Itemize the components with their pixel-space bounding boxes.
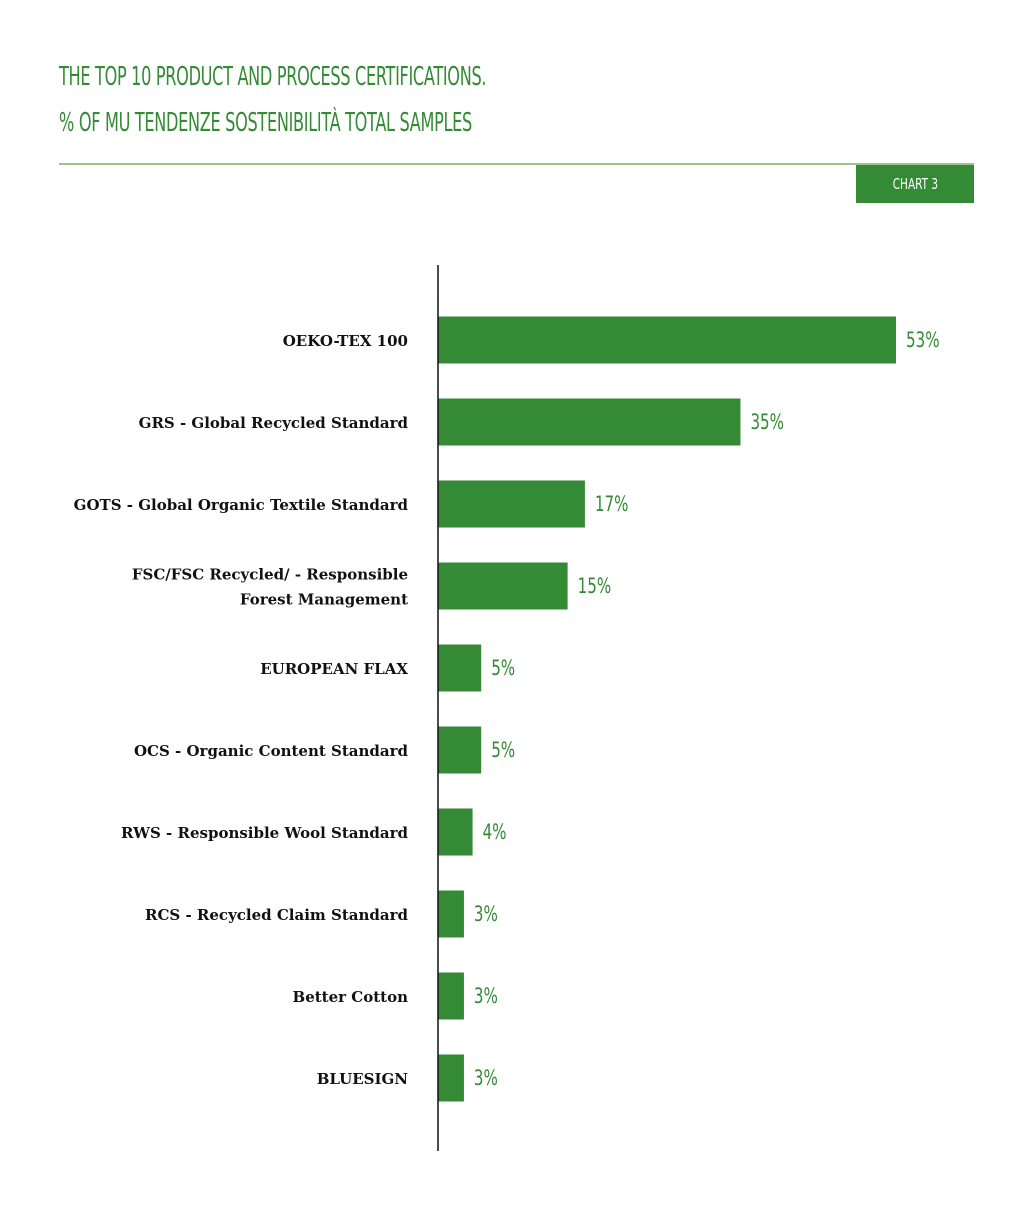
bar-value-label: 3% (474, 1067, 498, 1091)
bar (438, 808, 473, 856)
bar (438, 644, 482, 692)
chart-title-line-2: % OF MU TENDENZE SOSTENIBILITÀ TOTAL SAM… (59, 108, 472, 138)
chart-title: THE TOP 10 PRODUCT AND PROCESS CERTIFICA… (59, 54, 486, 146)
category-label: RWS - Responsible Wool Standard (121, 824, 408, 842)
category-label: GOTS - Global Organic Textile Standard (74, 496, 409, 514)
bar-value-label: 3% (474, 903, 498, 927)
category-label: GRS - Global Recycled Standard (139, 414, 409, 432)
chart-number-label: CHART 3 (892, 175, 938, 193)
category-label: OEKO-TEX 100 (283, 332, 408, 350)
chart-number-badge: CHART 3 (856, 165, 974, 203)
category-label: EUROPEAN FLAX (260, 660, 408, 678)
header-divider (59, 163, 974, 165)
bar-value-label: 17% (595, 493, 629, 517)
category-label: Forest Management (240, 591, 408, 609)
category-label: OCS - Organic Content Standard (134, 742, 409, 760)
bar (438, 398, 741, 446)
bar-value-label: 35% (750, 411, 784, 435)
bar (438, 316, 896, 364)
bar (438, 480, 585, 528)
bar-value-label: 53% (906, 329, 940, 353)
bar (438, 1054, 464, 1102)
bar (438, 726, 482, 774)
category-label: FSC/FSC Recycled/ - Responsible (132, 566, 408, 584)
category-label: BLUESIGN (317, 1070, 409, 1088)
bar (438, 972, 464, 1020)
category-label: Better Cotton (293, 988, 409, 1006)
bar (438, 890, 464, 938)
chart-title-line-1: THE TOP 10 PRODUCT AND PROCESS CERTIFICA… (59, 62, 487, 92)
bar-value-label: 3% (474, 985, 498, 1009)
bar-value-label: 15% (578, 575, 612, 599)
bar-value-label: 5% (491, 739, 515, 763)
bar-value-label: 4% (483, 821, 507, 845)
bar-value-label: 5% (491, 657, 515, 681)
bar (438, 562, 568, 610)
category-label: RCS - Recycled Claim Standard (145, 906, 408, 924)
